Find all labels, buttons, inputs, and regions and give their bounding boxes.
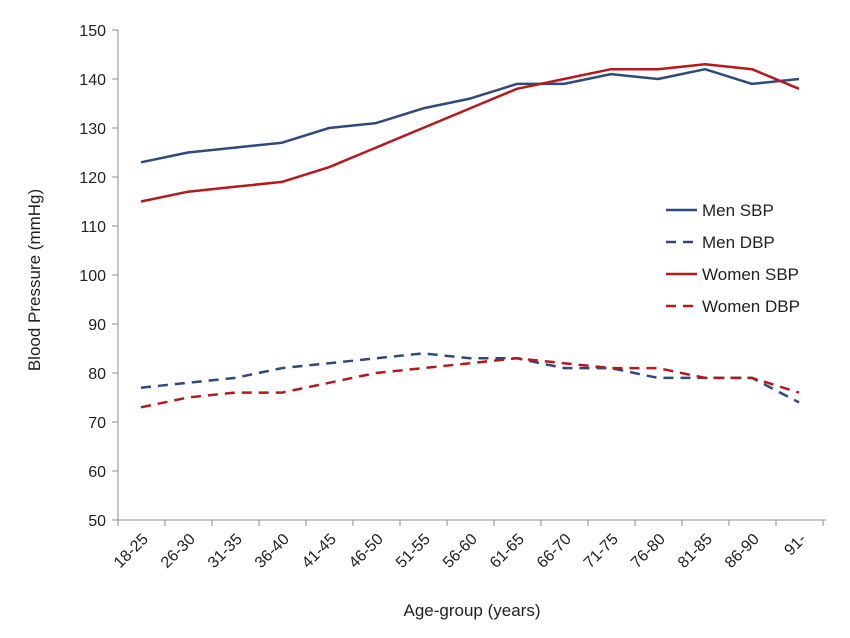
y-axis: 50 60 70 80 90 100 110 120 130 140 150 xyxy=(79,23,119,530)
x-tick-label: 36-40 xyxy=(252,531,293,572)
x-tick-label: 41-45 xyxy=(299,531,340,572)
y-tick-label: 120 xyxy=(79,170,106,187)
series-line-men-dbp xyxy=(140,352,800,404)
x-tick-label: 81-85 xyxy=(675,531,716,572)
y-tick-label: 110 xyxy=(80,219,106,236)
y-tick-label: 80 xyxy=(88,366,106,383)
series-lines xyxy=(140,63,800,409)
x-tick-label: 56-60 xyxy=(440,531,481,572)
x-axis-title: Age-group (years) xyxy=(403,601,540,620)
series-line-women-sbp xyxy=(140,63,800,203)
y-axis-title: Blood Pressure (mmHg) xyxy=(25,189,44,371)
y-tick-label: 130 xyxy=(79,121,106,138)
x-tick-label: 76-80 xyxy=(628,531,669,572)
y-tick-label: 70 xyxy=(88,415,106,432)
legend-label: Men DBP xyxy=(702,233,775,252)
series-line-women-dbp xyxy=(140,357,800,409)
x-tick-label: 31-35 xyxy=(205,531,246,572)
x-tick-label: 51-55 xyxy=(393,531,434,572)
x-tick-label: 18-25 xyxy=(111,531,152,572)
legend-label: Women DBP xyxy=(702,297,800,316)
legend-label: Men SBP xyxy=(702,201,774,220)
y-tick-label: 100 xyxy=(79,268,106,285)
legend-label: Women SBP xyxy=(702,265,799,284)
y-tick-label: 50 xyxy=(88,513,106,530)
legend: Men SBP Men DBP Women SBP Women DBP xyxy=(666,201,800,316)
x-tick-label: 86-90 xyxy=(722,531,763,572)
x-tick-label: 66-70 xyxy=(534,531,575,572)
y-tick-label: 150 xyxy=(79,23,106,40)
y-tick-label: 60 xyxy=(88,464,106,481)
series-line-men-sbp xyxy=(140,67,800,164)
y-tick-label: 90 xyxy=(88,317,106,334)
x-tick-label: 91- xyxy=(781,531,809,559)
x-tick-label: 61-65 xyxy=(487,531,528,572)
x-tick-label: 46-50 xyxy=(346,531,387,572)
x-tick-label: 71-75 xyxy=(581,531,622,572)
y-tick-label: 140 xyxy=(79,72,106,89)
x-tick-label: 26-30 xyxy=(158,531,199,572)
x-axis: 18-25 26-30 31-35 36-40 41-45 46-50 51-55 56-60… xyxy=(111,519,826,572)
